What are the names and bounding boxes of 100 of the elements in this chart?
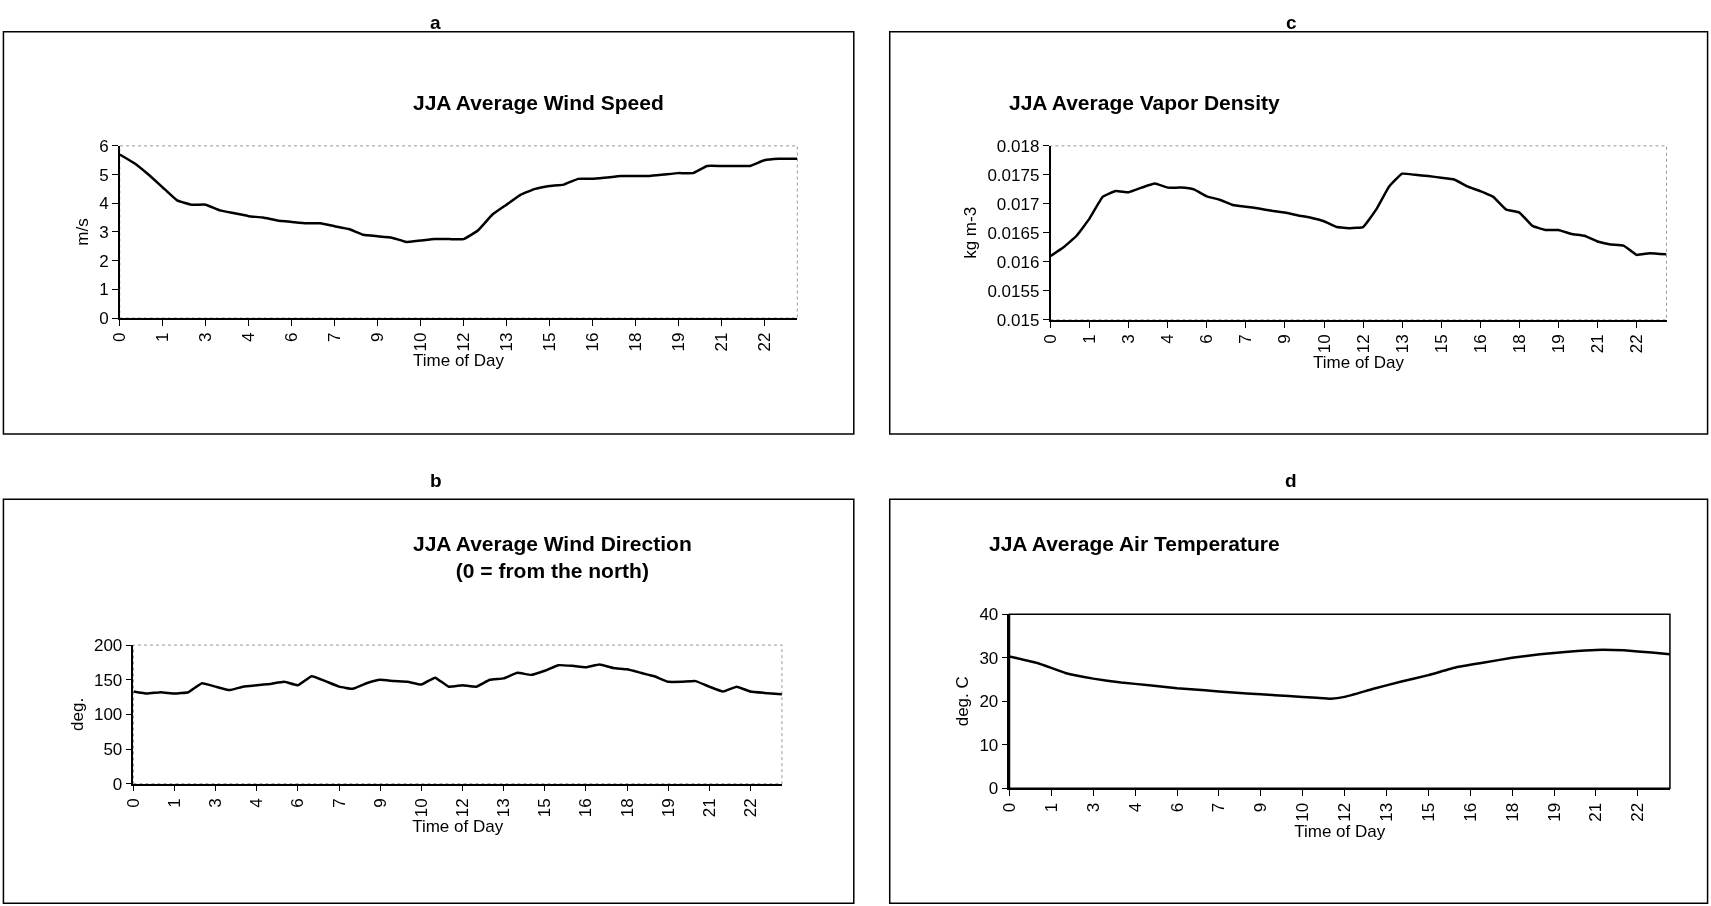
chart-title: JJA Average Wind Direction (0 = from the north) [413, 532, 692, 583]
y-axis-title: deg. [67, 697, 87, 731]
x-tick-label: 22 [1627, 334, 1647, 354]
x-tick-label: 6 [1167, 802, 1187, 813]
y-tick-label: 0.0175 [987, 165, 1040, 185]
x-tick-label: 3 [196, 332, 216, 343]
y-tick-label: 0.0155 [987, 281, 1040, 301]
chart-title: JJA Average Wind Speed [413, 91, 664, 114]
x-tick-label: 3 [1119, 334, 1139, 344]
x-tick-label: 16 [576, 798, 596, 818]
x-tick-label: 3 [1083, 802, 1103, 813]
x-tick-label: 18 [1502, 802, 1522, 822]
x-tick-label: 7 [1209, 802, 1229, 813]
y-tick-label: 0.017 [996, 194, 1040, 214]
y-tick-label: 10 [979, 735, 999, 755]
y-tick-label: 30 [979, 648, 999, 668]
x-tick-label: 15 [1418, 802, 1438, 822]
x-tick-label: 6 [288, 798, 308, 808]
x-tick-label: 13 [1392, 334, 1412, 354]
y-tick-label: 150 [93, 670, 123, 690]
x-tick-label: 18 [625, 332, 645, 352]
x-tick-label: 0 [1041, 334, 1061, 344]
x-tick-label: 7 [329, 798, 349, 808]
x-axis-title: Time of Day [1313, 353, 1405, 373]
x-tick-label: 22 [740, 798, 760, 818]
x-tick-label: 15 [1431, 334, 1451, 354]
x-tick-label: 1 [1080, 334, 1100, 344]
x-tick-label: 16 [583, 332, 603, 352]
x-tick-label: 4 [239, 332, 259, 343]
y-tick-label: 5 [99, 165, 109, 185]
x-tick-label: 3 [206, 798, 226, 808]
text: b [430, 470, 442, 491]
x-tick-label: 16 [1460, 802, 1480, 822]
x-tick-label: 1 [1041, 802, 1061, 813]
x-tick-label: 10 [411, 798, 431, 818]
x-tick-label: 10 [1314, 334, 1334, 354]
x-tick-label: 10 [1293, 802, 1313, 822]
x-tick-label: 13 [497, 332, 517, 352]
y-tick-label: 0.0165 [987, 223, 1040, 243]
x-tick-label: 19 [658, 798, 678, 818]
x-tick-label: 15 [540, 332, 560, 352]
x-tick-label: 19 [668, 332, 688, 352]
x-tick-label: 12 [1335, 802, 1355, 822]
x-tick-label: 7 [325, 332, 345, 343]
x-tick-label: 12 [454, 332, 474, 352]
y-tick-label: 0.018 [996, 136, 1040, 156]
x-tick-label: 21 [699, 798, 719, 818]
x-tick-label: 10 [411, 332, 431, 352]
y-axis-title: kg m-3 [961, 206, 981, 259]
text: a [430, 12, 441, 33]
y-axis-title: deg. C [953, 676, 973, 727]
text: d [1285, 470, 1297, 491]
x-tick-label: 22 [1628, 802, 1648, 822]
x-tick-label: 15 [535, 798, 555, 818]
x-tick-label: 22 [754, 332, 774, 352]
x-tick-label: 12 [453, 798, 473, 818]
text: c [1286, 12, 1297, 33]
x-axis-title: Time of Day [1294, 821, 1386, 841]
x-tick-label: 12 [1353, 334, 1373, 354]
x-axis-title: Time of Day [413, 351, 505, 371]
y-tick-label: 6 [99, 136, 109, 156]
y-tick-label: 2 [99, 251, 109, 271]
y-tick-label: 1 [99, 280, 109, 300]
y-tick-label: 0.015 [996, 310, 1040, 330]
x-tick-label: 19 [1548, 334, 1568, 354]
x-tick-label: 0 [110, 332, 130, 343]
chart-title: JJA Average Vapor Density [1009, 91, 1281, 114]
x-tick-label: 9 [1251, 802, 1271, 813]
x-tick-label: 18 [1509, 334, 1529, 354]
x-tick-label: 21 [711, 332, 731, 352]
x-tick-label: 21 [1586, 802, 1606, 822]
x-axis-title: Time of Day [412, 817, 504, 837]
x-tick-label: 19 [1544, 802, 1564, 822]
x-tick-label: 1 [165, 798, 185, 808]
y-tick-label: 200 [93, 636, 123, 656]
y-tick-label: 40 [979, 605, 999, 625]
x-tick-label: 9 [368, 332, 388, 343]
x-tick-label: 0 [123, 798, 143, 808]
y-axis-title: m/s [73, 218, 93, 246]
x-tick-label: 18 [617, 798, 637, 818]
x-tick-label: 4 [247, 798, 267, 808]
x-tick-label: 13 [1377, 802, 1397, 822]
x-tick-label: 4 [1125, 802, 1145, 813]
y-tick-label: 20 [979, 692, 999, 712]
chart-title: JJA Average Air Temperature [989, 532, 1280, 555]
x-tick-label: 6 [282, 332, 302, 343]
x-tick-label: 4 [1158, 334, 1178, 344]
y-tick-label: 3 [99, 222, 109, 242]
x-tick-label: 6 [1197, 334, 1217, 344]
x-tick-label: 7 [1236, 334, 1256, 344]
y-tick-label: 4 [99, 194, 109, 214]
x-tick-label: 1 [153, 332, 173, 343]
x-tick-label: 13 [494, 798, 514, 818]
y-tick-label: 0 [112, 774, 123, 794]
x-tick-label: 16 [1470, 334, 1490, 354]
y-tick-label: 100 [93, 705, 123, 725]
x-tick-label: 21 [1588, 334, 1608, 354]
y-tick-label: 0 [99, 308, 109, 328]
x-tick-label: 9 [370, 798, 390, 808]
x-tick-label: 9 [1275, 334, 1295, 344]
